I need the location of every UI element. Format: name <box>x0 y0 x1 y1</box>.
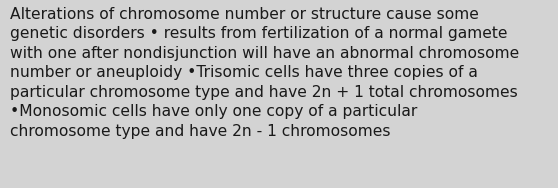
Text: Alterations of chromosome number or structure cause some
genetic disorders • res: Alterations of chromosome number or stru… <box>10 7 519 139</box>
